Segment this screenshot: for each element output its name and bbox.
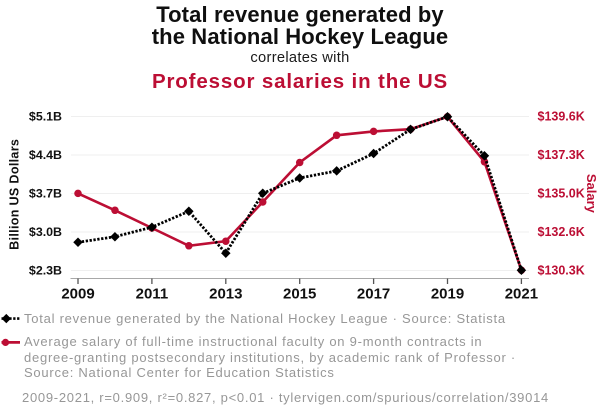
svg-text:$132.6K: $132.6K: [538, 225, 585, 239]
svg-text:$130.3K: $130.3K: [538, 264, 585, 278]
svg-text:$135.0K: $135.0K: [538, 187, 585, 201]
svg-text:2009: 2009: [61, 286, 94, 303]
svg-text:$139.6K: $139.6K: [538, 110, 585, 124]
svg-text:2011: 2011: [136, 286, 169, 303]
svg-text:2015: 2015: [283, 286, 316, 303]
svg-text:$3.7B: $3.7B: [29, 187, 62, 201]
svg-text:$5.1B: $5.1B: [29, 110, 62, 124]
svg-text:2013: 2013: [209, 286, 242, 303]
svg-text:$137.3K: $137.3K: [538, 148, 585, 162]
svg-text:$4.4B: $4.4B: [29, 148, 62, 162]
svg-text:Billion US Dollars: Billion US Dollars: [8, 139, 22, 250]
svg-text:$3.0B: $3.0B: [29, 225, 62, 239]
svg-text:Salary: Salary: [584, 174, 599, 214]
svg-text:2021: 2021: [505, 286, 538, 303]
svg-text:$2.3B: $2.3B: [29, 264, 62, 278]
svg-text:2017: 2017: [357, 286, 390, 303]
svg-text:2019: 2019: [431, 286, 464, 303]
